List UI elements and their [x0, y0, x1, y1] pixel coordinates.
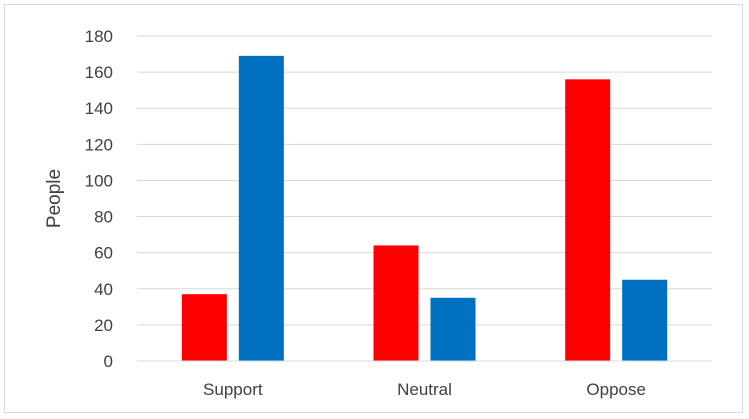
y-tick-label: 180 [85, 27, 113, 46]
bar-oppose-series-2 [622, 279, 668, 361]
gridlines [137, 35, 712, 326]
x-axis-ticks: Support Neutral Oppose [203, 380, 646, 399]
bar-oppose-series-1 [565, 79, 611, 361]
y-axis-ticks: 0 20 40 60 80 100 120 140 160 180 [85, 27, 113, 371]
bar-neutral-series-2 [430, 297, 476, 361]
bar-support-series-2 [238, 55, 284, 361]
bars [181, 55, 668, 361]
y-tick-label: 60 [94, 244, 113, 263]
bar-support-series-1 [181, 294, 227, 361]
x-tick-label: Support [203, 380, 263, 399]
y-tick-label: 120 [85, 135, 113, 154]
y-tick-label: 160 [85, 63, 113, 82]
bar-neutral-series-1 [373, 245, 419, 361]
y-axis-title: People [44, 169, 65, 228]
y-tick-label: 100 [85, 171, 113, 190]
x-tick-label: Oppose [586, 380, 646, 399]
x-tick-label: Neutral [397, 380, 452, 399]
y-tick-label: 140 [85, 99, 113, 118]
y-tick-label: 20 [94, 316, 113, 335]
y-tick-label: 40 [94, 280, 113, 299]
y-tick-label: 0 [104, 352, 113, 371]
y-tick-label: 80 [94, 208, 113, 227]
